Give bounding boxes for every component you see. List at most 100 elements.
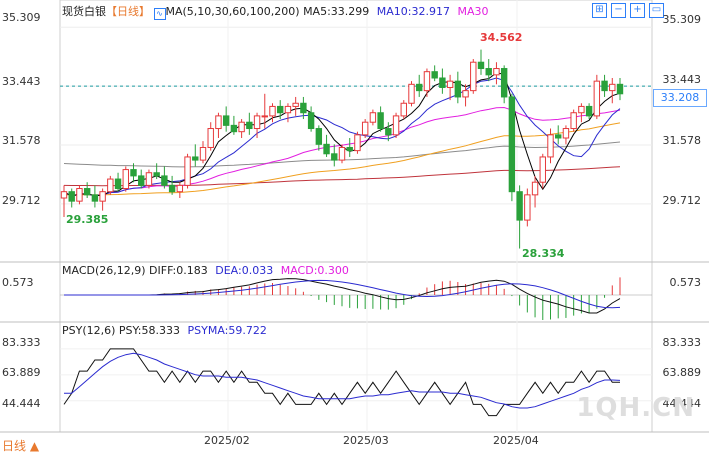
candle-body-28 xyxy=(277,105,284,114)
candle-body-1 xyxy=(68,191,75,202)
date-label-mar: 2025/03 xyxy=(343,434,389,447)
candle-body-11 xyxy=(145,172,153,186)
candle-body-8 xyxy=(122,169,129,190)
candle-body-54 xyxy=(477,61,485,70)
candle-body-10 xyxy=(138,175,145,186)
macd-diff: DIFF:0.183 xyxy=(149,264,208,277)
candle-body-27 xyxy=(269,105,276,117)
candle-body-6 xyxy=(107,178,114,193)
candle-body-3 xyxy=(83,188,91,196)
candle-body-56 xyxy=(493,68,500,76)
psyma-line xyxy=(64,352,621,409)
start-marker: 29.385 xyxy=(66,213,109,226)
candle-body-23 xyxy=(238,121,245,133)
candle-body-32 xyxy=(307,112,315,130)
candle-body-51 xyxy=(454,80,462,98)
candle-body-58 xyxy=(508,96,516,193)
candle-body-47 xyxy=(423,71,431,92)
grid-icon[interactable]: ⊞ xyxy=(592,3,607,18)
candle-body-68 xyxy=(585,105,593,117)
psy-title: PSY(12,6) xyxy=(62,324,116,337)
ma5-value: MA5:33.299 xyxy=(303,5,370,18)
candle-body-53 xyxy=(470,61,477,92)
candle-body-65 xyxy=(562,128,570,139)
price-label-right-2: 33.443 xyxy=(662,73,702,86)
macd-axis-right: 0.573 xyxy=(669,276,702,289)
psyma-value: PSYMA:59.722 xyxy=(187,324,267,337)
plus-zoom-icon[interactable]: + xyxy=(630,3,645,18)
candle-body-0 xyxy=(60,191,68,199)
candle-body-7 xyxy=(114,178,122,190)
price-label-right-4: 29.712 xyxy=(662,194,702,207)
psy-axis-left-3: 44.444 xyxy=(2,397,41,410)
candle-body-31 xyxy=(300,102,307,114)
candle-body-26 xyxy=(261,115,268,118)
candle-body-38 xyxy=(354,134,361,152)
candle-body-64 xyxy=(555,134,562,139)
chart-frame xyxy=(59,0,653,433)
chart-header: 现货白银【日线】 ∿ MA(5,10,30,60,100,200) MA5:33.… xyxy=(62,3,489,20)
price-label-left-3: 31.578 xyxy=(2,134,41,147)
candle-body-59 xyxy=(516,191,523,221)
price-label-left-4: 29.712 xyxy=(2,194,41,207)
date-label-apr: 2025/04 xyxy=(493,434,539,447)
candle-body-12 xyxy=(153,172,160,177)
psy-axis-left-2: 63.889 xyxy=(2,366,41,379)
price-label-left-1: 35.309 xyxy=(2,11,41,24)
current-price-box: 33.208 xyxy=(653,89,707,107)
candle-body-49 xyxy=(439,77,446,88)
candle-body-71 xyxy=(609,83,616,92)
candle-body-66 xyxy=(570,112,577,130)
candle-body-17 xyxy=(192,156,199,161)
watermark-logo: 1QH.CN xyxy=(576,393,695,423)
candle-body-22 xyxy=(230,124,238,133)
candle-body-61 xyxy=(531,181,539,196)
candle-body-13 xyxy=(161,175,168,186)
ma-params: MA(5,10,30,60,100,200) xyxy=(165,5,300,18)
candle-body-42 xyxy=(385,128,392,136)
window-icon[interactable]: ▭ xyxy=(649,3,664,18)
ma10-value: MA10:32.917 xyxy=(376,5,450,18)
psy-value: PSY:58.333 xyxy=(118,324,180,337)
candle-body-40 xyxy=(369,112,377,123)
candle-body-18 xyxy=(199,146,207,161)
symbol-name: 现货白银 xyxy=(62,5,106,18)
candle-body-29 xyxy=(284,105,292,114)
candle-body-52 xyxy=(462,90,469,98)
date-label-feb: 2025/02 xyxy=(204,434,250,447)
candle-body-19 xyxy=(207,128,214,148)
ma30-value: MA30 xyxy=(457,5,489,18)
psy-header: PSY(12,6) PSY:58.333 PSYMA:59.722 xyxy=(62,324,267,337)
candle-body-45 xyxy=(408,83,415,104)
psy-axis-right-1: 83.333 xyxy=(662,336,702,349)
price-label-right-1: 35.309 xyxy=(662,13,702,26)
candle-body-5 xyxy=(99,191,106,202)
psy-axis-right-3: 44.444 xyxy=(662,397,702,410)
candle-body-30 xyxy=(292,102,299,107)
period-tab[interactable]: 日线 ▲ xyxy=(2,439,40,453)
candle-body-63 xyxy=(547,134,554,158)
candle-body-14 xyxy=(168,184,176,193)
candle-body-9 xyxy=(130,169,137,177)
candle-body-48 xyxy=(431,71,438,79)
macd-dea-line xyxy=(64,279,621,309)
candle-body-60 xyxy=(524,194,531,221)
candle-body-25 xyxy=(253,115,261,130)
candle-body-2 xyxy=(76,188,83,202)
minus-zoom-icon[interactable]: − xyxy=(611,3,626,18)
candle-body-55 xyxy=(485,68,492,76)
candle-body-16 xyxy=(184,156,191,186)
candle-body-69 xyxy=(593,80,601,117)
psy-line xyxy=(63,348,620,417)
macd-title: MACD(26,12,9) xyxy=(62,264,146,277)
candle-body-46 xyxy=(416,83,423,92)
ma10-line xyxy=(63,77,621,197)
macd-value: MACD:0.300 xyxy=(280,264,349,277)
candle-body-35 xyxy=(331,153,338,161)
macd-dea: DEA:0.033 xyxy=(215,264,274,277)
macd-axis-left: 0.573 xyxy=(2,276,34,289)
candle-body-33 xyxy=(315,128,323,145)
psy-axis-right-2: 63.889 xyxy=(662,366,702,379)
candle-body-20 xyxy=(215,115,222,130)
